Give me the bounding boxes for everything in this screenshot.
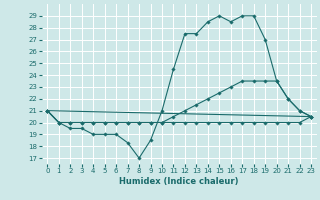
X-axis label: Humidex (Indice chaleur): Humidex (Indice chaleur) [119, 177, 239, 186]
